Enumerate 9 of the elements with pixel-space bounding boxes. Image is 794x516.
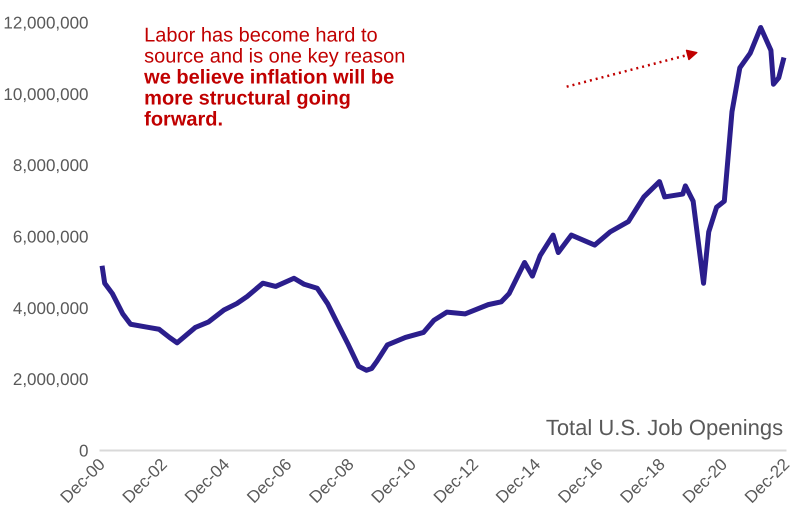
y-tick-label: 10,000,000 (3, 84, 89, 104)
text: Total U.S. Job Openings (546, 414, 784, 440)
y-tick-label: 2,000,000 (12, 370, 89, 390)
y-tick-label: 6,000,000 (12, 228, 89, 246)
annotation: we believe inflation will be more structural going forward. (143, 66, 394, 130)
y-tick-label: 8,000,000 (12, 156, 89, 176)
y-tick-label: 12,000,000 (3, 14, 89, 32)
y-tick-label: 4,000,000 (12, 298, 89, 318)
y-tick-label: 0 (79, 442, 89, 460)
